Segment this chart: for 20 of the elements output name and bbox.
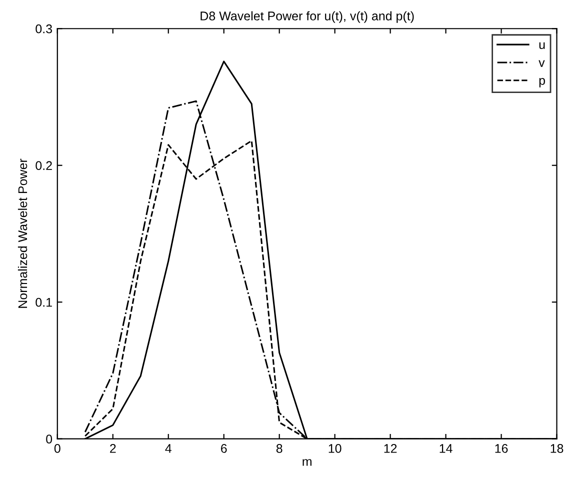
x-tick-label: 12 xyxy=(384,444,397,453)
x-axis-title: m xyxy=(302,459,312,466)
y-tick-label: 0.2 xyxy=(36,161,52,170)
x-tick-label: 14 xyxy=(440,444,452,453)
x-tick-label: 4 xyxy=(165,444,172,453)
x-tick-label: 16 xyxy=(495,444,508,453)
legend-label: p xyxy=(539,78,546,88)
x-tick-label: 10 xyxy=(328,444,342,453)
y-tick-label: 0.3 xyxy=(36,24,52,34)
y-axis-title: Normalized Wavelet Power xyxy=(18,158,28,308)
chart-title: D8 Wavelet Power for u(t), v(t) and p(t) xyxy=(200,11,414,23)
y-tick-label: 0.1 xyxy=(36,298,52,307)
x-tick-label: 2 xyxy=(110,444,116,453)
legend-label: u xyxy=(539,42,545,50)
x-tick-label: 18 xyxy=(550,444,564,453)
x-tick-label: 0 xyxy=(54,444,60,453)
legend-label: v xyxy=(538,60,545,67)
x-tick-label: 8 xyxy=(276,444,282,453)
x-tick-label: 6 xyxy=(221,444,227,453)
y-tick-label: 0 xyxy=(46,434,52,444)
